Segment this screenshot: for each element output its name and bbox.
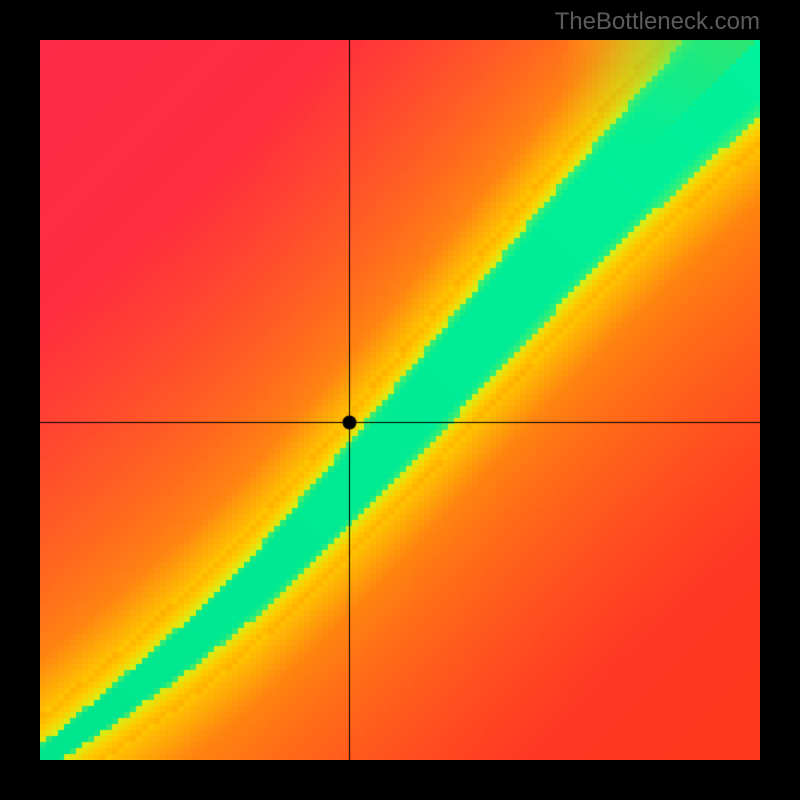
bottleneck-heatmap: [40, 40, 760, 760]
chart-container: TheBottleneck.com: [0, 0, 800, 800]
watermark-text: TheBottleneck.com: [555, 8, 760, 36]
